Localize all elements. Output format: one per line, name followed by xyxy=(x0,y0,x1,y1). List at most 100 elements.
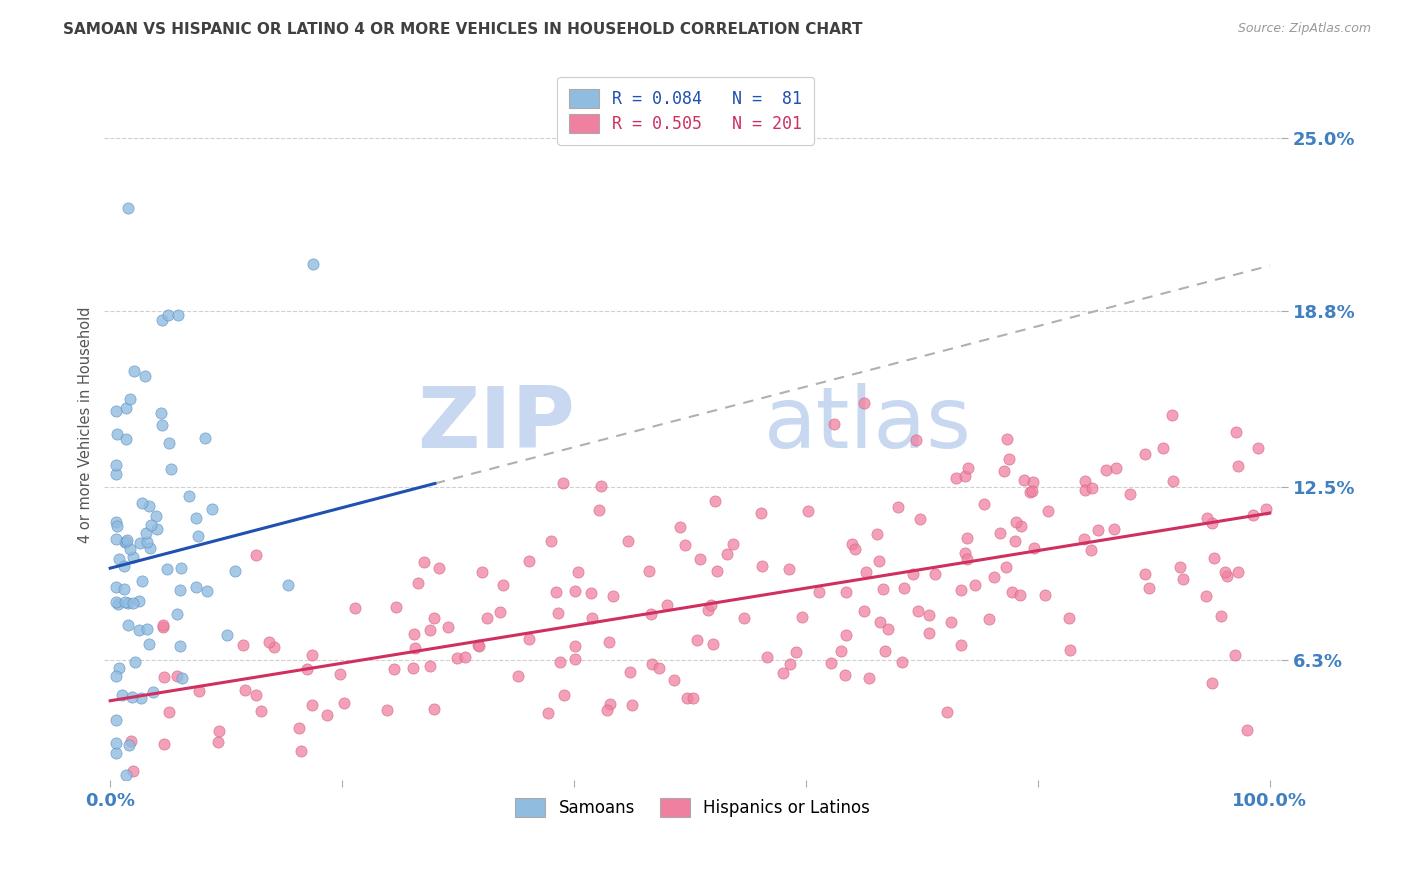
Point xyxy=(1201,516,1223,530)
Point xyxy=(129,536,152,550)
Point xyxy=(104,467,127,482)
Point xyxy=(217,627,239,641)
Point xyxy=(1001,585,1024,599)
Point xyxy=(104,580,127,594)
Text: atlas: atlas xyxy=(763,383,972,466)
Point xyxy=(134,368,156,383)
Point xyxy=(772,666,794,681)
Point xyxy=(1010,588,1032,602)
Point xyxy=(117,597,139,611)
Point xyxy=(437,620,460,634)
Point xyxy=(406,575,429,590)
Point xyxy=(852,604,875,618)
Point xyxy=(903,566,925,581)
Point xyxy=(105,595,128,609)
Point xyxy=(779,657,801,671)
Point xyxy=(686,633,709,648)
Point xyxy=(107,426,129,441)
Point xyxy=(790,610,813,624)
Point xyxy=(640,607,662,621)
Point xyxy=(866,527,889,541)
Point xyxy=(166,668,188,682)
Point xyxy=(1074,474,1097,488)
Point xyxy=(406,784,429,798)
Point xyxy=(122,596,145,610)
Point xyxy=(1170,560,1192,574)
Point xyxy=(141,517,163,532)
Point xyxy=(1119,486,1142,500)
Point xyxy=(128,594,150,608)
Point xyxy=(564,652,586,666)
Point xyxy=(122,364,145,378)
Point xyxy=(963,577,986,591)
Point xyxy=(488,605,510,619)
Point xyxy=(167,308,190,322)
Point xyxy=(121,764,143,778)
Point xyxy=(540,534,562,549)
Point xyxy=(1133,567,1156,582)
Point xyxy=(1059,642,1081,657)
Point xyxy=(257,635,280,649)
Point xyxy=(858,671,880,685)
Point xyxy=(1021,484,1043,499)
Point xyxy=(1012,473,1035,487)
Point xyxy=(112,558,135,573)
Point xyxy=(302,257,325,271)
Point xyxy=(117,201,139,215)
Point xyxy=(404,626,426,640)
Point xyxy=(1201,675,1223,690)
Point xyxy=(935,706,957,720)
Point xyxy=(1033,588,1056,602)
Point xyxy=(112,582,135,597)
Point xyxy=(995,432,1018,446)
Point xyxy=(120,542,142,557)
Point xyxy=(107,597,129,611)
Point xyxy=(224,565,246,579)
Point xyxy=(648,661,671,675)
Point xyxy=(471,565,494,579)
Point xyxy=(988,526,1011,541)
Point xyxy=(136,535,159,549)
Point xyxy=(104,713,127,727)
Point xyxy=(1202,551,1225,566)
Point xyxy=(638,565,661,579)
Point xyxy=(868,553,890,567)
Point xyxy=(1225,425,1247,439)
Point xyxy=(135,526,157,541)
Point xyxy=(676,690,699,705)
Point xyxy=(893,581,915,595)
Point xyxy=(998,452,1021,467)
Point xyxy=(1160,409,1182,423)
Point xyxy=(751,559,773,574)
Point xyxy=(157,308,180,322)
Point xyxy=(136,815,159,830)
Point xyxy=(755,650,778,665)
Point xyxy=(131,496,153,510)
Point xyxy=(150,406,173,420)
Point xyxy=(1171,572,1194,586)
Point xyxy=(1223,648,1246,662)
Point xyxy=(596,703,619,717)
Point xyxy=(263,640,285,654)
Point xyxy=(290,744,312,758)
Point xyxy=(689,552,711,566)
Point xyxy=(301,648,323,662)
Point xyxy=(245,548,267,562)
Point xyxy=(170,671,193,685)
Point xyxy=(733,610,755,624)
Point xyxy=(166,607,188,621)
Point xyxy=(887,500,910,514)
Point xyxy=(467,638,489,652)
Point xyxy=(706,564,728,578)
Point xyxy=(413,555,436,569)
Point xyxy=(918,625,941,640)
Point xyxy=(619,665,641,679)
Point xyxy=(153,737,176,751)
Point xyxy=(1105,461,1128,475)
Point xyxy=(117,533,139,547)
Point xyxy=(1081,481,1104,495)
Point xyxy=(427,561,450,575)
Point xyxy=(104,458,127,472)
Point xyxy=(547,606,569,620)
Point xyxy=(904,433,927,447)
